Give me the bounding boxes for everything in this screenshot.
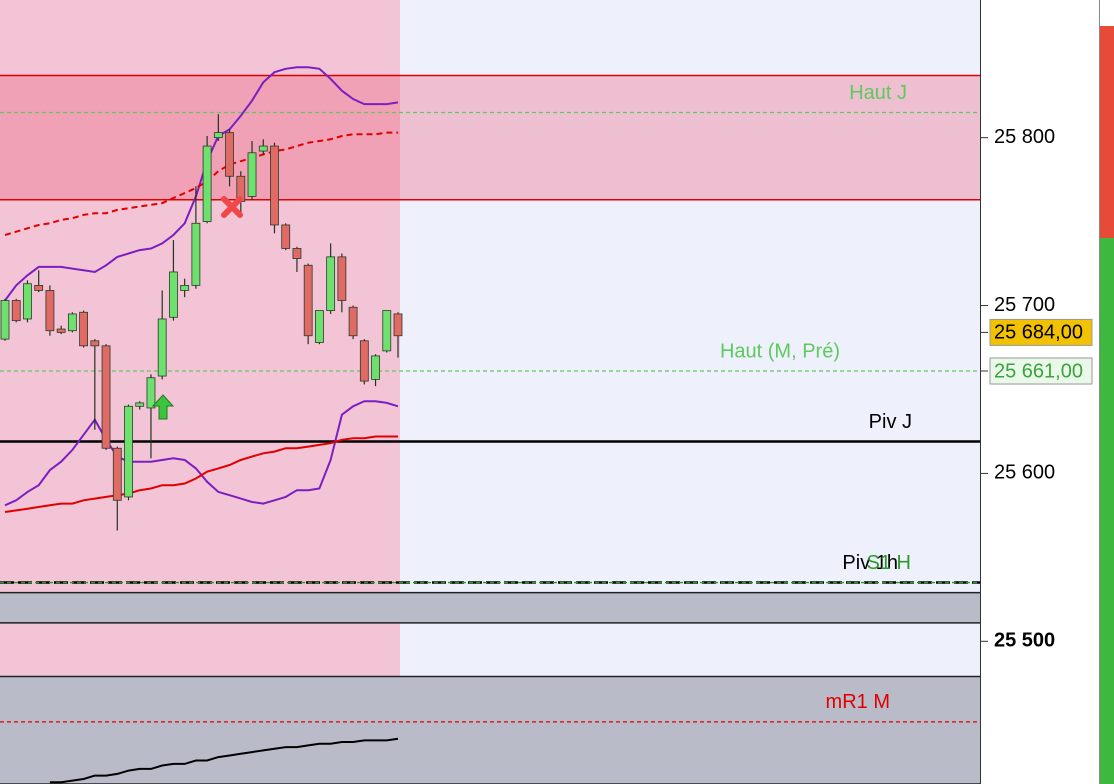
level-label: Piv J xyxy=(869,411,912,433)
price-tag-label: 25 661,00 xyxy=(994,360,1083,382)
level-label: mR1 M xyxy=(826,691,890,713)
candle-body xyxy=(247,152,257,197)
indicator-line xyxy=(4,435,398,513)
meter-green xyxy=(1100,238,1114,784)
candle-body xyxy=(202,145,212,223)
candle-body xyxy=(191,222,201,286)
candle-body xyxy=(90,340,100,347)
session-shade xyxy=(0,0,400,784)
candle-body xyxy=(34,284,44,291)
buy-arrow xyxy=(151,394,175,420)
candle-body xyxy=(56,328,66,333)
candle-body xyxy=(258,145,268,152)
candle-body xyxy=(180,284,190,291)
candle-body xyxy=(101,345,111,449)
zone xyxy=(0,592,980,623)
candle-body xyxy=(337,256,347,301)
candle-body xyxy=(169,271,178,318)
candle-body xyxy=(213,132,223,139)
indicator-line xyxy=(4,131,398,236)
candle-body xyxy=(303,264,313,337)
candle-body xyxy=(281,224,291,249)
buy-signal xyxy=(151,394,175,420)
candle-body xyxy=(45,290,55,332)
level-label: Piv 1h xyxy=(842,552,898,574)
sell-signal xyxy=(221,196,243,218)
zone xyxy=(0,75,980,200)
sell-cross xyxy=(221,196,243,218)
y-tick-label: 25 600 xyxy=(994,462,1055,484)
indicator-lines xyxy=(4,66,399,784)
candle-body xyxy=(393,313,403,337)
candle-body xyxy=(157,318,167,377)
price-tag-label: 25 684,00 xyxy=(994,322,1083,344)
indicator-line xyxy=(4,66,399,302)
y-tick-label: 25 700 xyxy=(994,294,1055,316)
candle-body xyxy=(371,355,380,380)
candle-body xyxy=(79,311,88,347)
zones xyxy=(0,74,980,784)
candle-body xyxy=(326,256,336,311)
candle-body xyxy=(382,310,392,352)
price-tag-box xyxy=(989,357,1093,385)
candle-body xyxy=(67,313,77,332)
candle-body xyxy=(270,145,279,226)
y-axis: 25 800 25 700 25 600 25 500 25 684,00 25 661,… xyxy=(980,126,1093,652)
y-tick-label: 25 500 xyxy=(994,630,1055,652)
meter-red xyxy=(1100,26,1114,238)
candle-body xyxy=(292,248,302,259)
candles xyxy=(0,114,403,531)
candle-body xyxy=(124,405,133,498)
price-tag-box xyxy=(989,318,1093,346)
candle-body xyxy=(146,377,156,409)
candle-body xyxy=(11,300,21,322)
level-label: S1 H xyxy=(867,552,911,574)
y-tick-label: 25 800 xyxy=(994,126,1055,148)
indicator-line xyxy=(49,737,399,784)
candle-body xyxy=(348,306,358,337)
level-label: Haut J xyxy=(849,82,907,104)
candle-body xyxy=(23,283,32,320)
candle-body xyxy=(314,310,324,343)
candle-body xyxy=(112,447,122,501)
candle-body xyxy=(359,340,369,382)
candle-body xyxy=(0,300,10,340)
candle-body xyxy=(135,402,145,407)
volume-meter xyxy=(1099,0,1114,784)
candle-body xyxy=(225,132,234,177)
level-label: Haut (M, Pré) xyxy=(720,340,840,362)
